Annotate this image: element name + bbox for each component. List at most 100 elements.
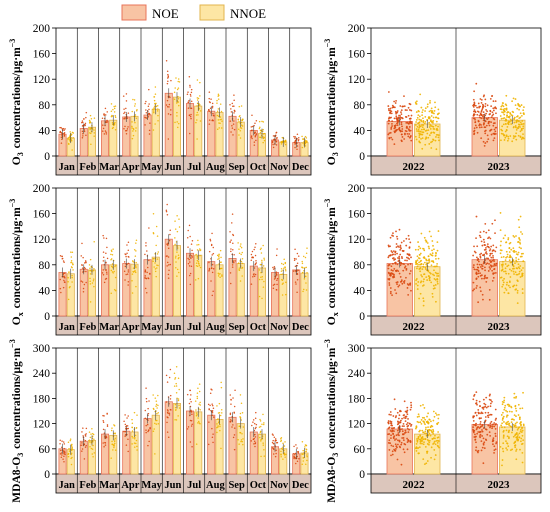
category-label: Mar [99, 480, 119, 491]
data-point-noe [480, 98, 483, 101]
data-point-nnoe [506, 442, 509, 445]
data-point-nnoe [504, 263, 507, 265]
data-point-noe [402, 250, 405, 252]
data-point-noe [208, 97, 210, 100]
data-point-nnoe [507, 284, 510, 287]
data-point-noe [147, 277, 150, 280]
data-point-nnoe [416, 116, 419, 119]
data-point-noe [105, 262, 107, 264]
data-point-nnoe [518, 123, 521, 126]
data-point-nnoe [305, 448, 307, 450]
data-point-noe [275, 273, 278, 275]
category-label: Nov [270, 162, 289, 173]
data-point-noe [127, 255, 130, 258]
data-point-noe [400, 410, 402, 413]
data-point-nnoe [157, 404, 159, 407]
data-point-nnoe [501, 403, 504, 406]
data-point-noe [410, 401, 412, 404]
data-point-nnoe [427, 440, 430, 442]
data-point-noe [481, 429, 483, 431]
data-point-nnoe [421, 275, 423, 278]
data-point-nnoe [218, 94, 220, 97]
data-point-nnoe [502, 237, 505, 240]
data-point-noe [408, 246, 411, 248]
data-point-noe [479, 231, 482, 234]
data-point-noe [476, 284, 478, 287]
data-point-nnoe [521, 292, 524, 294]
data-point-nnoe [216, 423, 218, 425]
data-point-nnoe [93, 267, 95, 270]
data-point-nnoe [516, 279, 519, 282]
data-point-nnoe [514, 440, 517, 443]
data-point-noe [408, 258, 411, 260]
data-point-noe [253, 275, 256, 278]
data-point-nnoe [305, 275, 307, 278]
data-point-noe [276, 441, 279, 444]
data-point-noe [211, 263, 214, 266]
data-point-nnoe [437, 257, 440, 260]
data-point-nnoe [216, 418, 219, 420]
data-point-noe [83, 458, 86, 460]
data-point-nnoe [238, 269, 241, 272]
data-point-nnoe [515, 138, 518, 141]
data-point-nnoe [240, 402, 243, 404]
data-point-nnoe [88, 431, 91, 433]
data-point-noe [126, 252, 128, 254]
category-label: Feb [79, 480, 96, 491]
data-point-noe [190, 425, 193, 427]
data-point-nnoe [433, 278, 436, 280]
data-point-noe [472, 98, 475, 101]
data-point-nnoe [113, 107, 116, 110]
data-point-nnoe [424, 107, 427, 110]
data-point-noe [399, 248, 402, 251]
data-point-nnoe [177, 377, 180, 380]
data-point-noe [59, 287, 62, 290]
data-point-nnoe [424, 120, 427, 123]
data-point-nnoe [512, 247, 515, 250]
data-point-nnoe [428, 279, 431, 281]
data-point-noe [484, 438, 487, 441]
data-point-noe [165, 59, 168, 62]
data-point-nnoe [155, 405, 157, 407]
data-point-nnoe [429, 99, 431, 102]
data-point-nnoe [503, 291, 506, 294]
data-point-nnoe [438, 446, 440, 449]
category-label: Mar [99, 162, 119, 173]
data-point-noe [166, 261, 169, 264]
data-point-noe [189, 419, 192, 422]
data-point-noe [272, 266, 274, 269]
data-point-nnoe [520, 114, 523, 117]
data-point-noe [127, 126, 129, 128]
data-point-noe [213, 416, 215, 418]
data-point-noe [186, 393, 189, 396]
data-point-noe [489, 422, 492, 425]
data-point-nnoe [199, 404, 202, 406]
data-point-noe [472, 419, 475, 422]
data-point-nnoe [262, 444, 265, 446]
data-point-noe [492, 139, 495, 142]
data-point-nnoe [424, 266, 427, 269]
data-point-nnoe [428, 121, 431, 124]
data-point-noe [472, 254, 475, 257]
data-point-nnoe [515, 253, 518, 255]
data-point-nnoe [434, 278, 437, 281]
data-point-nnoe [502, 105, 505, 108]
data-point-nnoe [421, 111, 424, 114]
data-point-noe [492, 276, 495, 279]
data-point-noe [479, 256, 482, 259]
data-point-noe [401, 116, 403, 119]
data-point-noe [394, 289, 396, 291]
data-point-noe [481, 115, 484, 118]
data-point-noe [209, 238, 211, 241]
data-point-nnoe [114, 116, 117, 119]
data-point-nnoe [499, 252, 502, 255]
data-point-noe [481, 446, 484, 449]
data-point-nnoe [305, 137, 308, 139]
data-point-nnoe [113, 446, 115, 449]
data-point-noe [397, 432, 400, 434]
data-point-noe [493, 449, 496, 452]
data-point-noe [125, 129, 128, 132]
data-point-noe [272, 439, 274, 442]
data-point-noe [231, 264, 234, 266]
data-point-noe [208, 123, 211, 125]
